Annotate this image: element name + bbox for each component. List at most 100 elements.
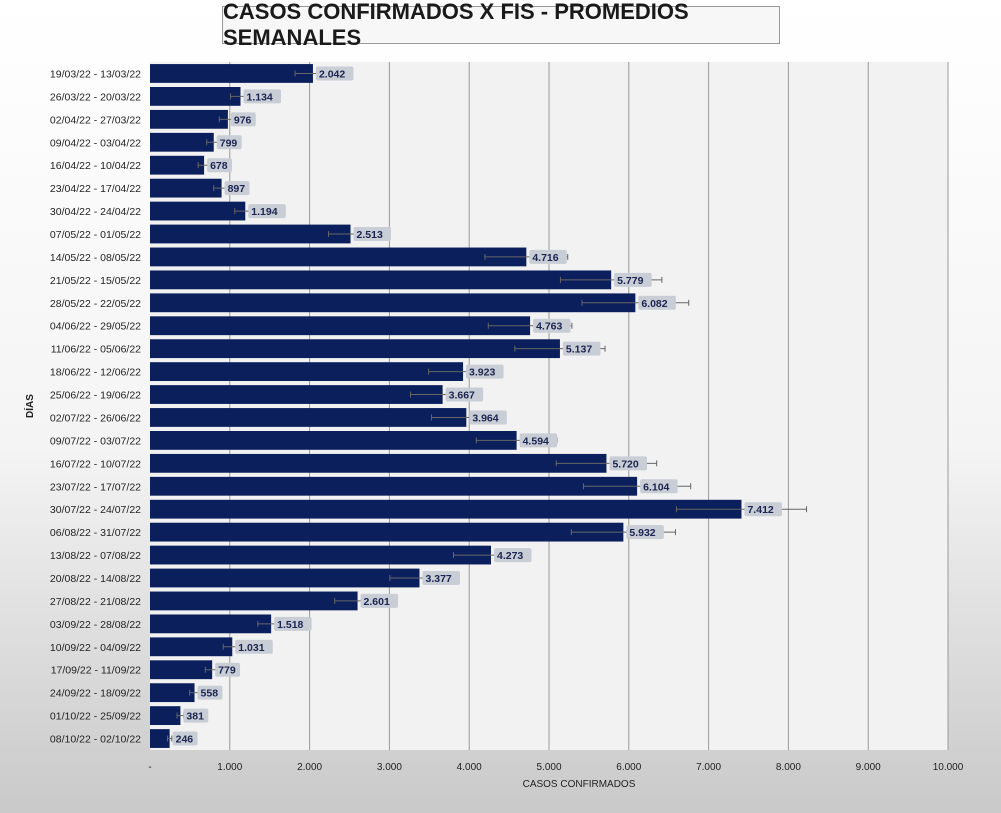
bar bbox=[150, 476, 638, 496]
bar bbox=[150, 430, 517, 450]
bar bbox=[150, 614, 272, 634]
category-label: 18/06/22 - 12/06/22 bbox=[50, 367, 141, 379]
bar bbox=[150, 706, 181, 726]
bar bbox=[150, 499, 742, 519]
data-label-bg bbox=[207, 158, 233, 173]
bar bbox=[150, 155, 205, 175]
data-label-bg bbox=[274, 616, 312, 631]
data-label: 799 bbox=[220, 137, 238, 149]
category-label: 28/05/22 - 22/05/22 bbox=[50, 298, 141, 310]
category-label: 04/06/22 - 29/05/22 bbox=[50, 321, 141, 333]
x-tick-label: 8.000 bbox=[776, 762, 801, 773]
data-label-bg bbox=[533, 318, 571, 333]
bar bbox=[150, 270, 612, 290]
data-label-bg bbox=[744, 502, 782, 517]
x-tick-label: 9.000 bbox=[856, 762, 881, 773]
bar bbox=[150, 247, 527, 267]
data-label: 1.518 bbox=[277, 619, 303, 631]
bar bbox=[150, 201, 246, 221]
data-label: 3.377 bbox=[425, 573, 451, 585]
data-label: 5.720 bbox=[612, 458, 638, 470]
data-label-bg bbox=[248, 204, 286, 219]
category-label: 13/08/22 - 07/08/22 bbox=[50, 550, 141, 562]
data-label-bg bbox=[243, 89, 281, 104]
data-label: 7.412 bbox=[747, 504, 773, 516]
x-axis-title: CASOS CONFIRMADOS bbox=[523, 779, 636, 790]
x-tick-label: 5.000 bbox=[536, 762, 561, 773]
data-label-bg bbox=[183, 708, 209, 723]
category-label: 09/04/22 - 03/04/22 bbox=[50, 137, 141, 149]
data-label-bg bbox=[235, 639, 273, 654]
data-label-bg bbox=[469, 410, 507, 425]
bar bbox=[150, 86, 241, 106]
data-label: 2.601 bbox=[364, 596, 390, 608]
data-label: 558 bbox=[201, 688, 219, 700]
category-label: 23/04/22 - 17/04/22 bbox=[50, 183, 141, 195]
data-label: 4.716 bbox=[532, 252, 558, 264]
x-tick-label: - bbox=[148, 762, 151, 773]
data-label: 4.594 bbox=[523, 435, 549, 447]
bar bbox=[150, 637, 233, 657]
data-label: 381 bbox=[186, 711, 204, 723]
data-label: 246 bbox=[176, 734, 194, 746]
data-label: 2.042 bbox=[319, 68, 345, 80]
category-label: 20/08/22 - 14/08/22 bbox=[50, 573, 141, 585]
x-tick-label: 7.000 bbox=[696, 762, 721, 773]
bar bbox=[150, 683, 195, 703]
category-label: 25/06/22 - 19/06/22 bbox=[50, 390, 141, 402]
category-label: 09/07/22 - 03/07/22 bbox=[50, 435, 141, 447]
bar bbox=[150, 729, 170, 748]
data-label-bg bbox=[466, 364, 504, 379]
data-label-bg bbox=[422, 571, 460, 585]
data-label: 678 bbox=[210, 160, 228, 172]
bar bbox=[150, 522, 624, 542]
data-label-bg bbox=[230, 112, 256, 127]
category-label: 19/03/22 - 13/03/22 bbox=[50, 68, 141, 80]
data-label-bg bbox=[626, 525, 664, 540]
x-tick-label: 10.000 bbox=[933, 762, 964, 773]
data-label: 2.513 bbox=[357, 229, 383, 241]
bar bbox=[150, 453, 607, 473]
data-label: 3.964 bbox=[472, 412, 498, 424]
category-label: 03/09/22 - 28/08/22 bbox=[50, 619, 141, 631]
bar bbox=[150, 109, 228, 129]
data-label-bg bbox=[493, 548, 532, 563]
data-label-bg bbox=[614, 272, 652, 287]
category-label: 08/10/22 - 02/10/22 bbox=[50, 734, 141, 746]
data-label: 1.194 bbox=[251, 206, 277, 218]
data-label: 4.763 bbox=[536, 321, 562, 333]
data-label: 6.082 bbox=[641, 298, 667, 310]
category-label: 24/09/22 - 18/09/22 bbox=[50, 688, 141, 700]
data-label-bg bbox=[529, 249, 567, 264]
category-label: 11/06/22 - 05/06/22 bbox=[51, 344, 141, 356]
bar bbox=[150, 316, 531, 336]
category-label: 26/03/22 - 20/03/22 bbox=[50, 91, 141, 103]
bar bbox=[150, 293, 636, 313]
x-tick-label: 4.000 bbox=[457, 762, 482, 773]
data-label-bg bbox=[640, 479, 678, 494]
data-label: 3.667 bbox=[449, 390, 475, 402]
category-label: 06/08/22 - 31/07/22 bbox=[50, 527, 141, 539]
data-label: 4.273 bbox=[497, 550, 523, 562]
category-label: 01/10/22 - 25/09/22 bbox=[50, 711, 141, 723]
category-label: 27/08/22 - 21/08/22 bbox=[50, 596, 141, 608]
data-label-bg bbox=[216, 135, 242, 150]
data-label-bg bbox=[638, 295, 676, 310]
data-label: 6.104 bbox=[643, 481, 669, 493]
data-label-bg bbox=[172, 731, 198, 746]
data-label: 5.779 bbox=[617, 275, 643, 287]
data-label-bg bbox=[445, 387, 484, 402]
x-tick-label: 2.000 bbox=[297, 762, 322, 773]
category-label: 21/05/22 - 15/05/22 bbox=[50, 275, 141, 287]
category-label: 23/07/22 - 17/07/22 bbox=[50, 481, 141, 493]
data-label: 779 bbox=[218, 665, 236, 677]
data-label-bg bbox=[197, 685, 223, 700]
category-label: 02/07/22 - 26/06/22 bbox=[50, 412, 141, 424]
category-label: 17/09/22 - 11/09/22 bbox=[51, 665, 141, 677]
bar bbox=[150, 408, 467, 427]
data-label-bg bbox=[215, 662, 241, 677]
bar bbox=[150, 339, 560, 359]
data-label-bg bbox=[360, 593, 399, 608]
data-label: 1.134 bbox=[246, 91, 272, 103]
